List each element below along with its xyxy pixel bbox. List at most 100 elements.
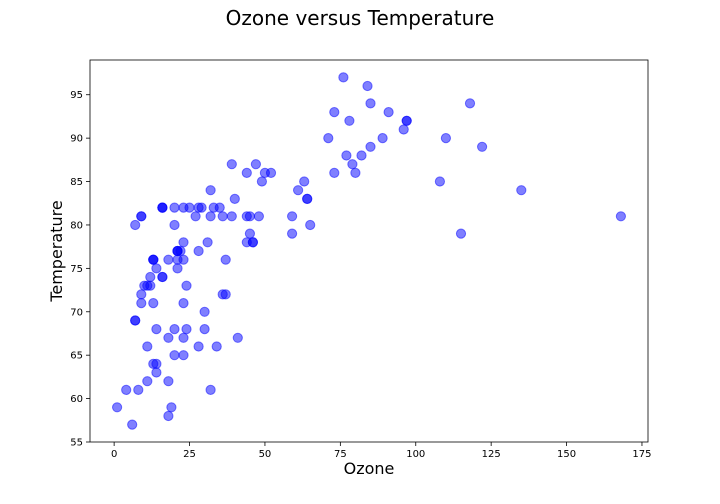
- data-point: [226, 211, 237, 222]
- data-point: [211, 341, 222, 352]
- data-point: [220, 254, 231, 265]
- data-point: [199, 306, 210, 317]
- data-point: [112, 402, 123, 413]
- data-point: [142, 341, 153, 352]
- data-point: [178, 237, 189, 248]
- data-point: [516, 185, 527, 196]
- data-point: [365, 98, 376, 109]
- data-point: [232, 332, 243, 343]
- x-tick-label: 25: [183, 449, 196, 460]
- data-point: [244, 228, 255, 239]
- data-point: [163, 254, 174, 265]
- data-point: [350, 167, 361, 178]
- y-tick-label: 55: [70, 438, 83, 449]
- data-point: [163, 376, 174, 387]
- y-tick-label: 75: [70, 264, 83, 275]
- data-point: [253, 211, 264, 222]
- data-point: [205, 185, 216, 196]
- data-point: [220, 289, 231, 300]
- x-tick-label: 100: [406, 449, 425, 460]
- data-point: [136, 289, 147, 300]
- data-point: [136, 211, 147, 222]
- data-point: [145, 271, 156, 283]
- data-point: [181, 280, 192, 291]
- data-point: [259, 167, 270, 178]
- x-tick-label: 125: [482, 449, 501, 460]
- data-point: [121, 384, 132, 395]
- data-point: [434, 176, 445, 187]
- x-tick-label: 50: [259, 449, 272, 460]
- data-point: [464, 98, 476, 109]
- data-point: [208, 202, 219, 213]
- data-point: [148, 358, 159, 369]
- data-point: [299, 176, 310, 187]
- data-point: [347, 159, 358, 170]
- data-point: [193, 245, 204, 257]
- data-point: [181, 324, 192, 335]
- data-point: [169, 219, 180, 231]
- data-point: [151, 367, 162, 378]
- x-tick-label: 0: [111, 449, 117, 460]
- data-point: [287, 211, 298, 222]
- y-tick-label: 90: [70, 134, 83, 145]
- data-point: [229, 193, 240, 204]
- data-point: [169, 324, 180, 335]
- data-point: [377, 133, 388, 144]
- y-tick-label: 95: [70, 90, 83, 101]
- data-point: [151, 324, 162, 335]
- x-tick-label: 150: [557, 449, 576, 460]
- data-point: [178, 332, 189, 343]
- data-point: [341, 150, 352, 161]
- x-tick-label: 75: [334, 449, 347, 460]
- y-axis-label: Temperature: [47, 200, 66, 302]
- data-point: [362, 80, 373, 92]
- data-point: [287, 228, 298, 239]
- data-point: [169, 350, 180, 361]
- data-point: [477, 141, 488, 152]
- data-point: [455, 228, 467, 239]
- chart-title: Ozone versus Temperature: [226, 6, 495, 30]
- data-point: [184, 202, 195, 213]
- data-point: [193, 341, 204, 352]
- data-point: [202, 237, 213, 248]
- data-point: [217, 211, 228, 222]
- data-point: [166, 402, 177, 413]
- data-point: [148, 254, 159, 265]
- data-points: [112, 72, 627, 430]
- y-axis-ticks: 55 60 65 70 75 80 85 90 95: [70, 90, 90, 449]
- x-axis-label: Ozone: [344, 459, 395, 478]
- data-point: [293, 185, 304, 196]
- data-point: [250, 159, 261, 170]
- data-point: [383, 107, 394, 118]
- y-tick-label: 70: [70, 307, 83, 318]
- data-point: [440, 133, 451, 144]
- data-point: [338, 72, 349, 83]
- data-point: [205, 211, 216, 222]
- data-point: [157, 202, 168, 213]
- data-point: [401, 115, 412, 126]
- data-point: [169, 202, 180, 213]
- y-tick-label: 80: [70, 220, 83, 231]
- y-tick-label: 65: [70, 351, 83, 362]
- data-point: [142, 376, 153, 387]
- data-point: [178, 350, 189, 361]
- data-point: [615, 211, 627, 222]
- data-point: [190, 211, 201, 222]
- data-point: [241, 211, 252, 222]
- data-point: [305, 219, 316, 231]
- data-point: [226, 159, 237, 170]
- data-point: [172, 245, 183, 257]
- data-point: [205, 384, 216, 395]
- data-point: [151, 263, 162, 274]
- data-point: [163, 410, 174, 422]
- data-point: [344, 115, 355, 126]
- data-point: [136, 298, 147, 309]
- data-point: [247, 237, 258, 248]
- data-point: [178, 298, 189, 309]
- data-point: [365, 141, 376, 152]
- x-axis-ticks: 0 25 50 75 100 125 150 175: [111, 442, 652, 460]
- data-point: [139, 280, 150, 291]
- plot-frame: [89, 59, 649, 443]
- data-point: [127, 419, 138, 430]
